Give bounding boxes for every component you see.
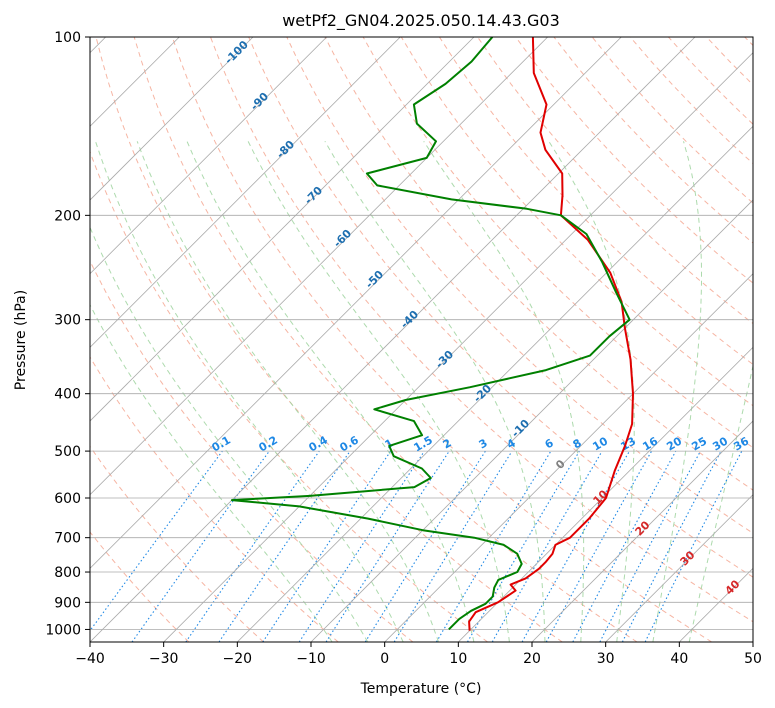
isotherm-line xyxy=(163,52,753,642)
y-axis: 100 200 300 400 500 600 700 800 900 1000 xyxy=(45,30,90,638)
temperature-line xyxy=(468,37,634,631)
dry-adiabat xyxy=(133,37,638,642)
y-tick-label: 700 xyxy=(54,531,81,547)
mixing-ratio-line xyxy=(644,450,743,642)
isotherm-line xyxy=(90,37,401,348)
isotherm-line xyxy=(531,420,753,642)
isotherm-line xyxy=(90,37,327,275)
sounding-series xyxy=(230,37,634,631)
mixing-ratio-line xyxy=(131,450,270,642)
y-tick-label: 300 xyxy=(54,313,81,329)
dry-adiabat xyxy=(248,37,753,578)
isotherm-line xyxy=(90,37,475,422)
mixing-ratio-line xyxy=(262,450,392,642)
mixing-ratio-lines xyxy=(90,450,743,642)
x-tick-label: −20 xyxy=(223,651,253,667)
mixing-ratio-line xyxy=(218,450,351,642)
x-axis-label: Temperature (°C) xyxy=(360,681,482,697)
y-tick-label: 900 xyxy=(54,595,81,611)
plot-area: -100-90-80-70-60-50-40-30-20-100.1 0.2 0.4… xyxy=(90,37,753,642)
x-axis: −40 −30 −20 −10 0 10 20 30 40 50 xyxy=(75,642,762,667)
mixing-ratio-line xyxy=(545,450,653,642)
isotherm-line xyxy=(605,494,753,642)
mixing-ratio-line xyxy=(298,450,425,642)
y-tick-label: 200 xyxy=(54,208,81,224)
y-tick-label: 800 xyxy=(54,565,81,581)
y-tick-label: 100 xyxy=(54,30,81,46)
dry-adiabat xyxy=(95,37,563,642)
dry-adiabat xyxy=(90,150,488,642)
chart-title: wetPf2_GN04.2025.050.14.43.G03 xyxy=(282,11,560,31)
x-tick-label: 0 xyxy=(380,651,389,667)
dry-adiabat xyxy=(515,37,753,284)
dry-adiabat xyxy=(90,356,339,642)
mixing-ratio-line xyxy=(521,450,630,642)
pressure-gridlines xyxy=(90,214,753,630)
dry-adiabat xyxy=(438,37,753,366)
x-tick-label: 50 xyxy=(744,651,762,667)
mixing-ratio-line xyxy=(393,450,513,642)
mixing-ratio-line xyxy=(572,450,677,642)
dry-adiabat xyxy=(171,37,712,642)
dry-adiabat xyxy=(90,531,190,642)
mixing-ratio-line xyxy=(90,450,223,632)
dry-adiabat xyxy=(210,37,753,623)
x-tick-label: 40 xyxy=(670,651,688,667)
isotherm-line xyxy=(90,37,254,201)
mixing-ratio-line xyxy=(325,450,450,642)
plot-frame xyxy=(89,36,754,643)
x-tick-label: 20 xyxy=(523,651,541,667)
dry-adiabat xyxy=(90,445,264,642)
isotherm-line xyxy=(90,37,696,642)
y-tick-label: 400 xyxy=(54,387,81,403)
x-tick-label: −10 xyxy=(296,651,326,667)
y-tick-label: 600 xyxy=(54,491,81,507)
dry-adiabat xyxy=(400,37,753,407)
x-tick-label: −30 xyxy=(149,651,179,667)
mixing-ratio-line xyxy=(185,450,320,642)
isotherm-line xyxy=(458,346,753,642)
x-tick-label: 30 xyxy=(597,651,615,667)
y-axis-label: Pressure (hPa) xyxy=(13,290,29,390)
y-tick-label: 1000 xyxy=(45,622,81,638)
isotherm-line xyxy=(310,199,753,642)
isotherm-line xyxy=(90,37,622,569)
x-tick-label: −40 xyxy=(75,651,105,667)
x-tick-label: 10 xyxy=(449,651,467,667)
y-tick-label: 500 xyxy=(54,444,81,460)
isotherm-line xyxy=(237,125,753,642)
dewpoint-line xyxy=(230,37,631,631)
isotherm-line xyxy=(90,37,548,496)
